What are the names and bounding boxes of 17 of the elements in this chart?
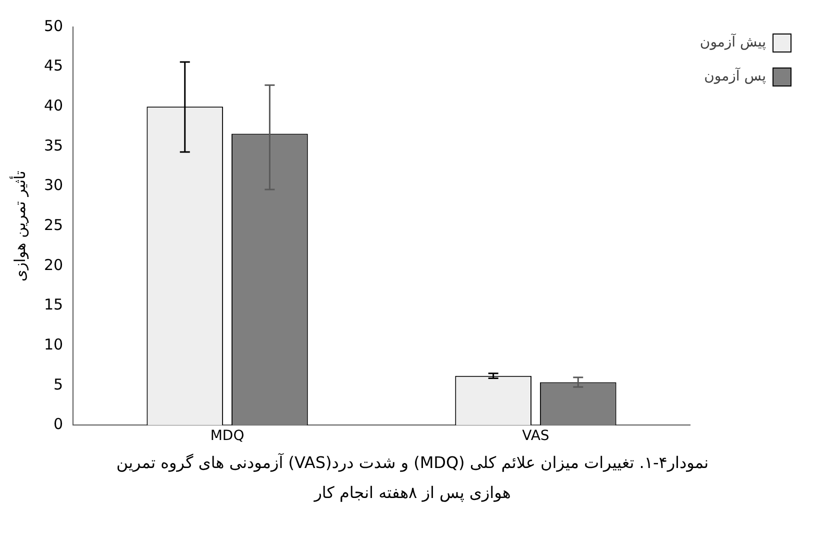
y-tick-label: 0 (54, 415, 64, 434)
y-tick-label: 10 (44, 335, 64, 354)
x-tick-label: VAS (522, 428, 550, 444)
y-tick-label: 50 (44, 16, 64, 35)
y-tick-label: 35 (44, 136, 64, 154)
legend-label: پس آزمون (704, 66, 766, 85)
y-tick-label: 40 (44, 96, 64, 115)
y-tick-label: 45 (44, 56, 64, 75)
y-tick-label: 25 (44, 216, 64, 234)
y-tick-label: 15 (44, 296, 64, 314)
text: نمودار۴-۱. تغییرات میزان علائم کلی (MDQ) و شدت درد(VAS) آزمودنی های گروه تمرین هوازی پس از ۸هفته انجام کار (115, 452, 710, 504)
legend-label: پیش آزمون (700, 32, 766, 51)
x-tick-label: MDQ (210, 428, 244, 444)
y-tick-label: 5 (54, 375, 64, 394)
y-tick-label: 20 (44, 256, 64, 274)
y-tick-label: 30 (44, 176, 64, 194)
y-axis-title: تأثیر تمرین هوازی (8, 170, 29, 282)
